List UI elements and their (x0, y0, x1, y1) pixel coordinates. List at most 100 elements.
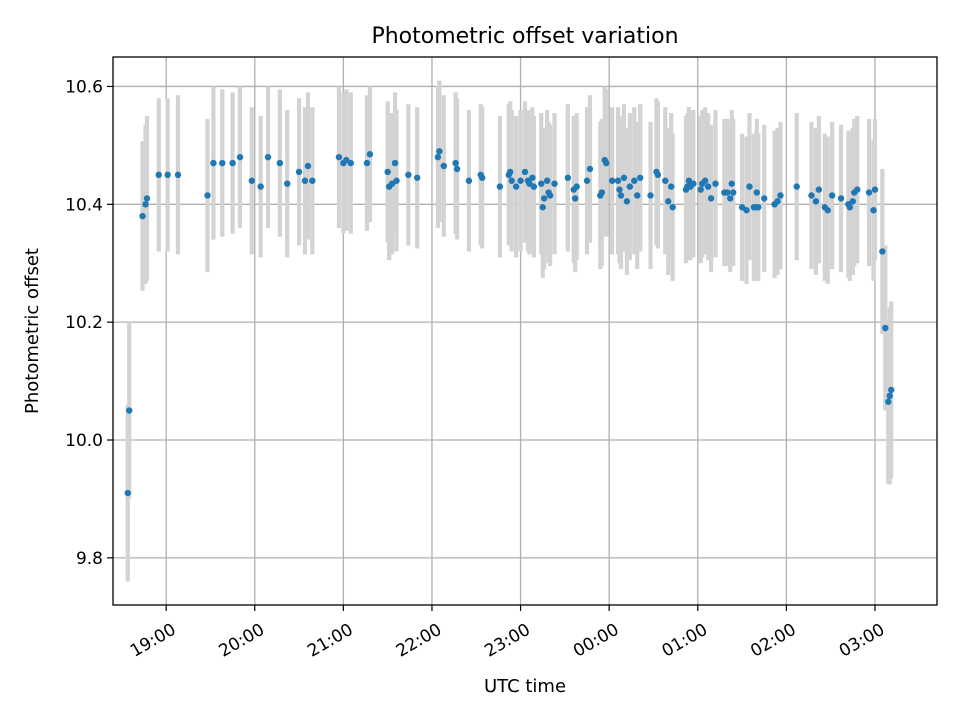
data-point (508, 177, 515, 184)
data-point (264, 153, 272, 161)
data-point (453, 165, 461, 173)
data-point (712, 180, 719, 187)
data-point (363, 159, 371, 167)
data-point (414, 174, 421, 181)
data-point (808, 192, 815, 199)
y-tick-label: 10.6 (65, 77, 103, 97)
data-point (654, 171, 662, 179)
data-point (124, 489, 131, 497)
data-point (551, 180, 558, 187)
data-point (248, 177, 256, 184)
data-point (586, 165, 594, 173)
data-point (478, 174, 486, 181)
data-point (728, 180, 735, 187)
x-axis-ticks: 19:00 20:00 21:00 22:00 23:00 00:00 01:00 02:00… (127, 605, 888, 662)
data-point (774, 198, 781, 205)
data-point (634, 192, 641, 199)
data-point (620, 174, 628, 181)
data-point (707, 195, 715, 202)
data-point (496, 183, 504, 190)
data-point (530, 183, 538, 190)
data-point (335, 153, 343, 161)
data-point (572, 195, 579, 202)
data-point (849, 198, 857, 205)
x-axis-label: UTC time (484, 676, 566, 697)
y-tick-label: 10.0 (65, 431, 103, 451)
data-point (126, 407, 133, 414)
data-point (870, 207, 877, 214)
data-point (824, 207, 831, 214)
data-point (139, 212, 146, 220)
data-point (793, 183, 800, 190)
x-tick-label: 01:00 (659, 620, 711, 662)
data-point (540, 195, 548, 202)
data-point (701, 177, 709, 184)
data-point (210, 159, 217, 167)
x-tick-label: 20:00 (216, 620, 268, 662)
data-point (440, 162, 447, 170)
data-point (879, 248, 886, 255)
data-point (452, 159, 459, 167)
data-point (507, 168, 514, 176)
data-point (647, 192, 654, 199)
data-point (616, 186, 623, 193)
data-point (603, 159, 610, 167)
data-point (538, 180, 545, 187)
chart-title: Photometric offset variation (371, 24, 678, 49)
data-point (631, 177, 638, 184)
data-point (669, 204, 676, 211)
data-point (743, 207, 750, 214)
data-point (301, 177, 309, 184)
data-point (573, 183, 580, 190)
data-point (143, 195, 151, 202)
data-point (366, 151, 374, 158)
data-point (564, 174, 572, 181)
data-point (295, 168, 303, 176)
x-tick-label: 03:00 (836, 620, 888, 662)
y-axis-ticks: 9.8 10.0 10.2 10.4 10.6 (65, 77, 113, 569)
data-point (665, 198, 672, 205)
data-point (761, 195, 768, 202)
data-point (236, 153, 244, 161)
data-point (384, 168, 391, 176)
x-tick-label: 02:00 (747, 620, 799, 662)
data-point (746, 183, 753, 190)
data-point (614, 177, 622, 184)
x-tick-label: 23:00 (481, 620, 533, 662)
y-tick-label: 9.8 (76, 549, 103, 569)
data-point (828, 192, 836, 199)
data-point (667, 183, 675, 190)
data-point (517, 177, 524, 184)
data-point (347, 159, 354, 167)
data-points (124, 148, 895, 497)
data-point (662, 177, 669, 184)
data-point (229, 159, 236, 167)
data-point (871, 186, 879, 193)
data-point (626, 183, 634, 190)
data-point (529, 174, 536, 181)
data-point (846, 204, 854, 211)
data-point (755, 204, 762, 211)
data-point (697, 186, 704, 193)
data-point (777, 192, 784, 199)
data-point (309, 177, 316, 184)
data-point (636, 174, 644, 181)
data-point (546, 192, 554, 199)
data-point (512, 183, 520, 190)
data-point (284, 180, 291, 187)
plot-frame (112, 56, 938, 606)
data-point (219, 159, 226, 167)
data-point (704, 183, 712, 190)
data-point (882, 324, 889, 332)
data-point (730, 189, 737, 196)
data-point (391, 159, 399, 167)
data-point (837, 195, 845, 202)
data-point (854, 186, 861, 193)
data-point (164, 171, 171, 179)
data-point (885, 398, 892, 405)
data-point (888, 386, 895, 394)
data-point (812, 198, 820, 205)
data-point (583, 177, 591, 184)
x-tick-label: 00:00 (570, 620, 622, 662)
